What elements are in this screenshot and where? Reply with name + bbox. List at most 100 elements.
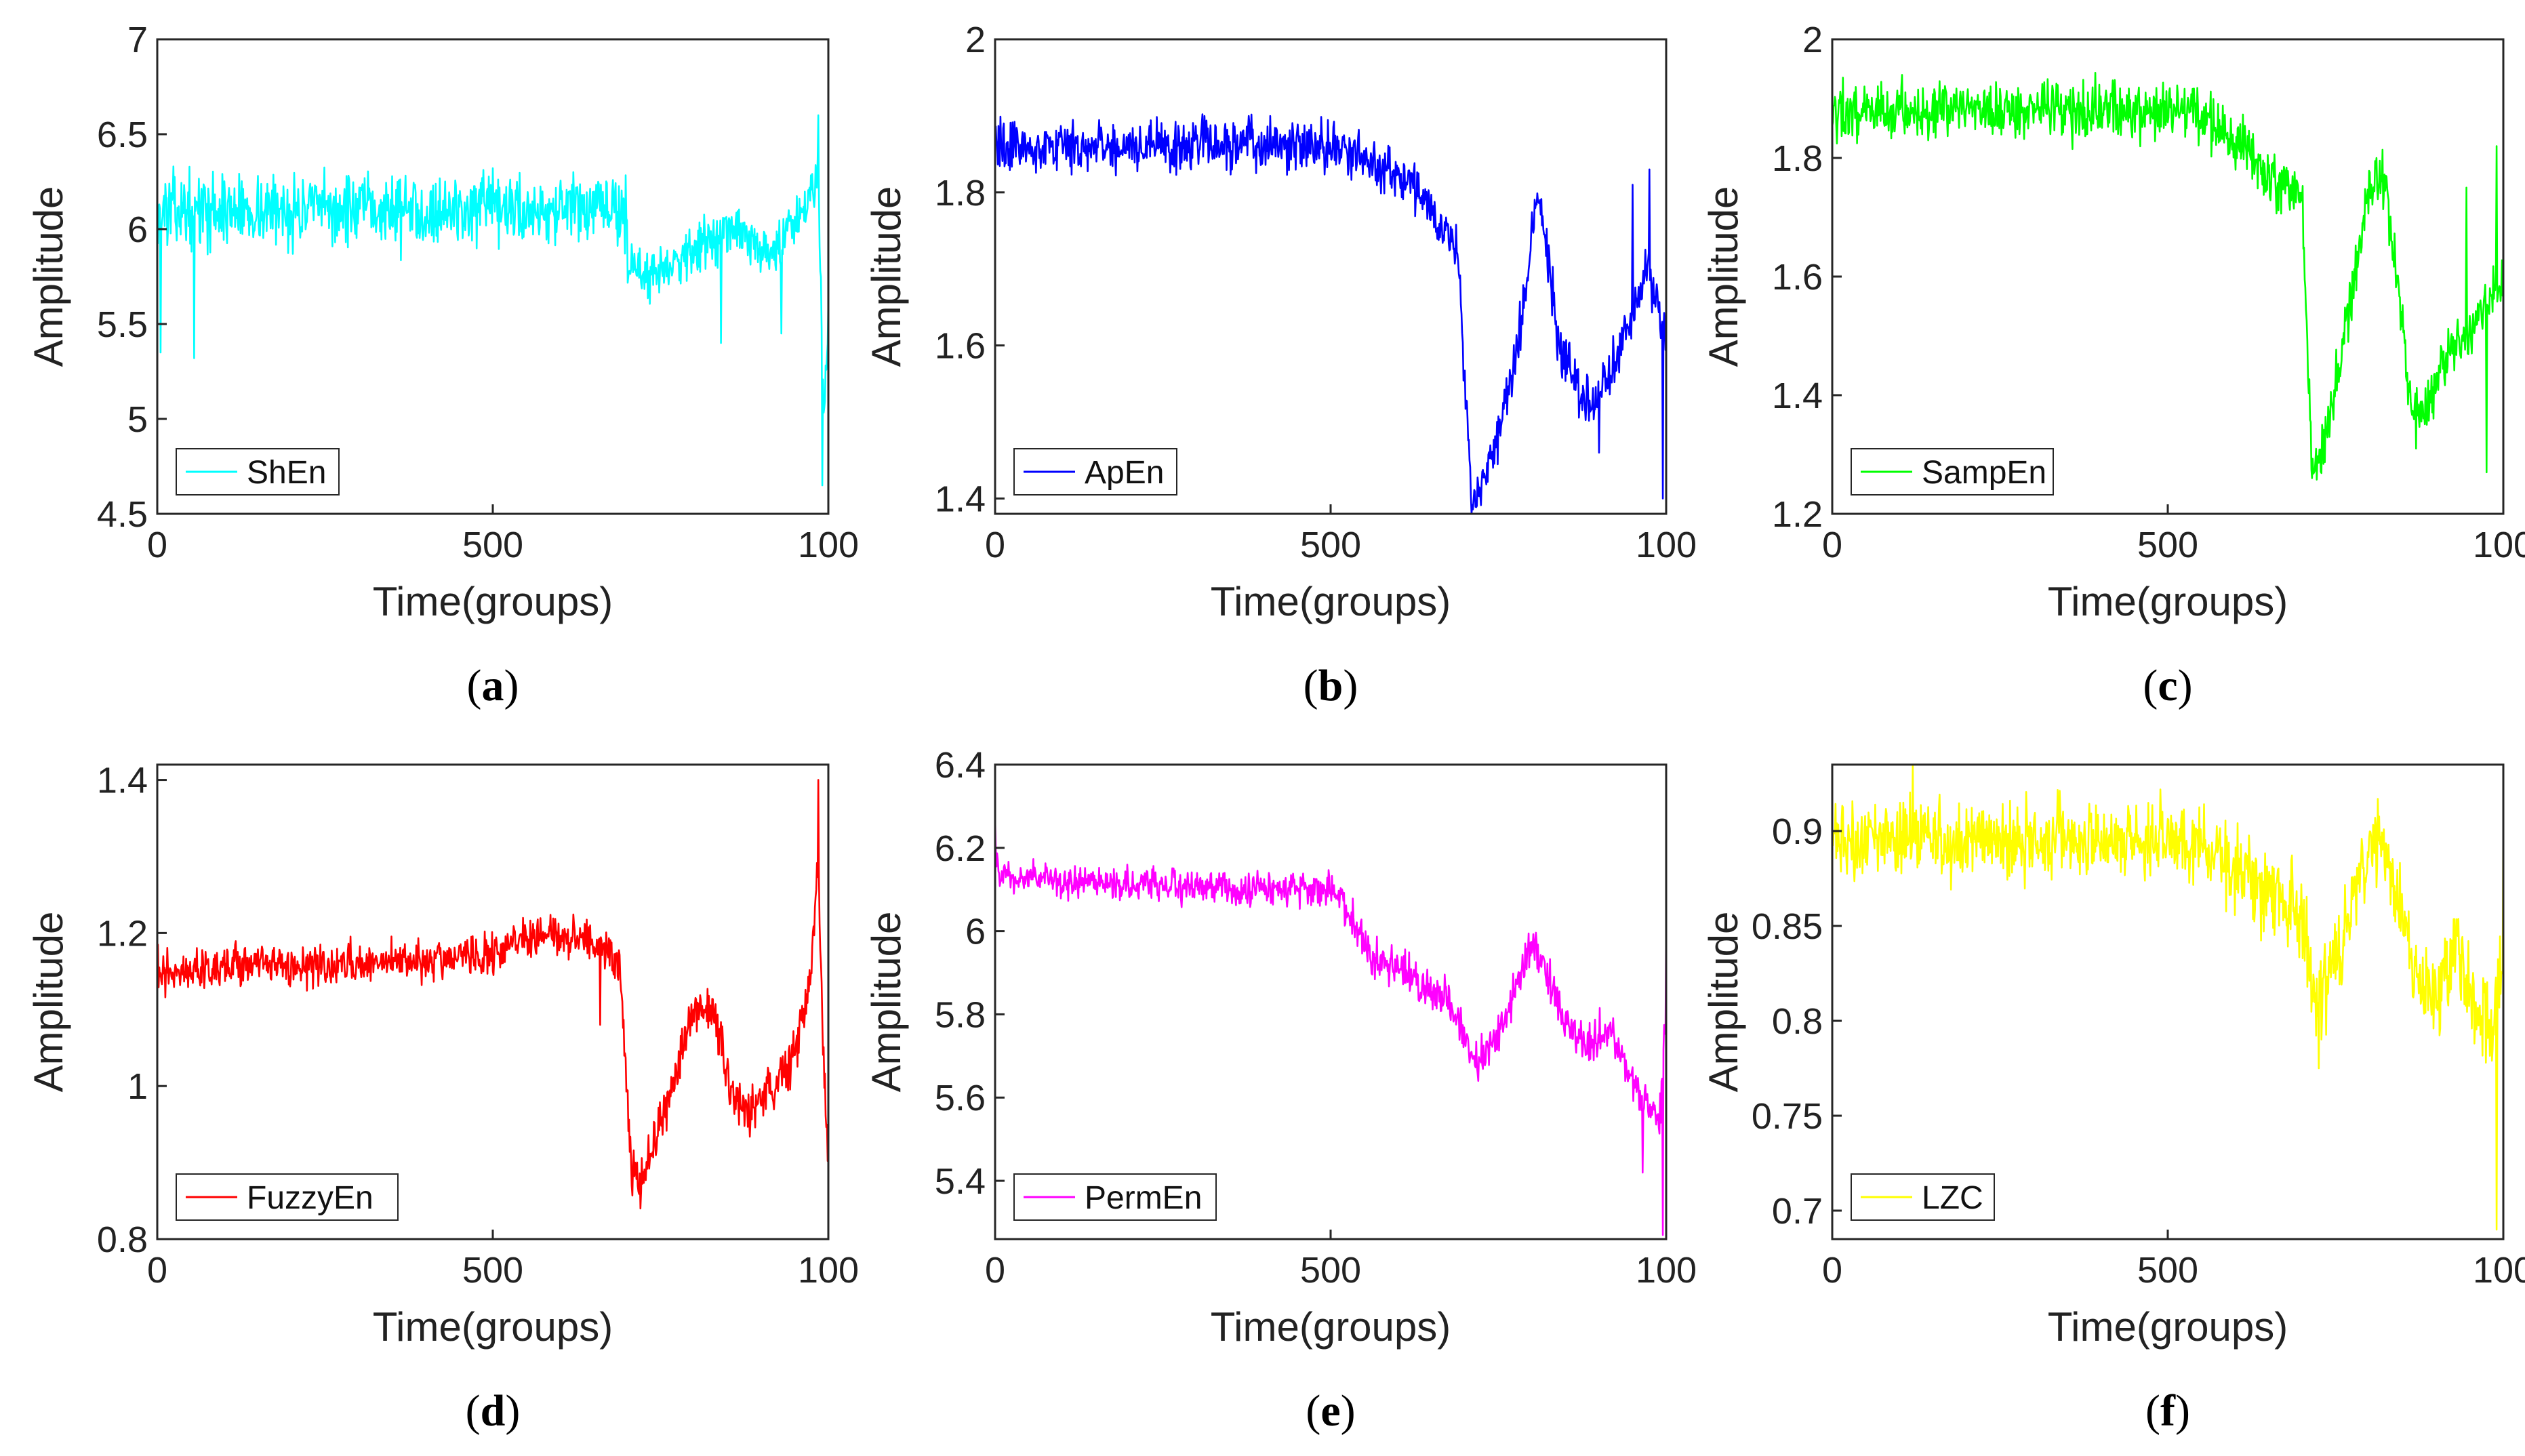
- x-axis-title: Time(groups): [2048, 1304, 2288, 1350]
- y-tick-label: 6.4: [935, 745, 986, 786]
- panel-caption: (c): [2143, 661, 2192, 710]
- panel-caption: (f): [2145, 1386, 2190, 1436]
- y-tick-label: 5.6: [935, 1078, 986, 1118]
- x-tick-label: 0: [147, 525, 167, 565]
- y-tick-label: 0.7: [1772, 1191, 1823, 1232]
- y-tick-label: 6.5: [97, 115, 148, 155]
- y-axis-title: Amplitude: [864, 912, 909, 1093]
- legend: FuzzyEn: [176, 1173, 399, 1221]
- chart-panel-f: 0 500 100 0.7 0.75 0.8 0.85 0.9 Time(groups) Ampl…: [1701, 763, 2525, 1436]
- y-tick-label: 6: [127, 209, 148, 250]
- chart-panel-b: 0 500 100 1.4 1.6 1.8 2 Time(groups) Amplitude Ap…: [864, 20, 1697, 710]
- plot-area: [156, 763, 830, 1240]
- x-tick-label: 500: [462, 525, 523, 565]
- x-tick-label: 500: [2137, 1250, 2198, 1291]
- y-tick-label: 7: [127, 20, 148, 60]
- x-tick-label: 0: [147, 1250, 167, 1291]
- series-line-PermEn: [994, 818, 1668, 1236]
- y-tick-label: 1: [127, 1066, 148, 1107]
- x-axis-title: Time(groups): [1211, 579, 1451, 624]
- panel-label: a: [482, 661, 504, 710]
- series-line-ShEn: [156, 114, 830, 487]
- legend: SampEn: [1851, 448, 2054, 496]
- series-line-SampEn: [1831, 72, 2505, 481]
- x-axis-title: Time(groups): [373, 1304, 613, 1350]
- plot-area: [156, 38, 830, 515]
- y-tick-label: 0.9: [1772, 811, 1823, 852]
- legend-label: FuzzyEn: [247, 1180, 373, 1216]
- y-tick-label: 6: [965, 912, 986, 952]
- y-tick-label: 0.85: [1752, 906, 1823, 947]
- chart-panel-e: 0 500 100 5.4 5.6 5.8 6 6.2 6.4 Time(groups) Ampli…: [864, 745, 1697, 1436]
- x-axis-title: Time(groups): [373, 579, 613, 624]
- y-tick-label: 1.4: [1772, 376, 1823, 416]
- chart-panel-a: 0 500 100 4.5 5 5.5 6 6.5 7 Time(groups) Amplitude…: [26, 20, 859, 710]
- legend-label: ShEn: [247, 455, 326, 491]
- panel-label: b: [1318, 661, 1344, 710]
- legend: ShEn: [176, 448, 340, 496]
- x-tick-label: 0: [985, 525, 1005, 565]
- y-tick-label: 2: [1802, 20, 1823, 60]
- x-tick-label: 500: [1300, 1250, 1361, 1291]
- y-tick-label: 0.8: [97, 1219, 148, 1260]
- x-axis-title: Time(groups): [1211, 1304, 1451, 1350]
- series-line-LZC: [1831, 763, 2505, 1231]
- legend: LZC: [1851, 1173, 1995, 1221]
- legend: ApEn: [1013, 448, 1177, 496]
- x-tick-label: 500: [1300, 525, 1361, 565]
- panel-caption: (a): [467, 661, 519, 710]
- y-axis-title: Amplitude: [26, 912, 71, 1093]
- y-tick-label: 1.2: [1772, 494, 1823, 535]
- y-axis-title: Amplitude: [864, 186, 909, 367]
- x-tick-label: 100: [1636, 525, 1697, 565]
- y-tick-label: 0.75: [1752, 1096, 1823, 1137]
- y-axis-title: Amplitude: [1701, 912, 1746, 1093]
- y-tick-label: 5.5: [97, 304, 148, 345]
- legend-label: ApEn: [1085, 455, 1164, 491]
- x-tick-label: 0: [1822, 1250, 1842, 1291]
- legend-label: LZC: [1922, 1180, 1983, 1216]
- x-tick-label: 100: [798, 525, 859, 565]
- panel-caption: (d): [466, 1386, 521, 1436]
- chart-panel-d: 0 500 100 0.8 1 1.2 1.4 Time(groups) Amplitude Fu…: [26, 761, 859, 1436]
- plot-area: [994, 763, 1668, 1240]
- y-tick-label: 5.4: [935, 1161, 986, 1202]
- y-tick-label: 2: [965, 20, 986, 60]
- x-tick-label: 100: [1636, 1250, 1697, 1291]
- x-tick-label: 100: [798, 1250, 859, 1291]
- series-line-FuzzyEn: [156, 779, 830, 1210]
- x-axis-title: Time(groups): [2048, 579, 2288, 624]
- y-tick-label: 1.2: [97, 913, 148, 954]
- x-tick-label: 500: [462, 1250, 523, 1291]
- y-tick-label: 1.4: [97, 761, 148, 801]
- panel-label: d: [481, 1386, 506, 1436]
- y-tick-label: 1.8: [935, 173, 986, 214]
- y-tick-label: 4.5: [97, 494, 148, 535]
- y-tick-label: 1.6: [935, 326, 986, 367]
- y-tick-label: 0.8: [1772, 1001, 1823, 1042]
- panel-label: e: [1320, 1386, 1340, 1436]
- y-tick-label: 1.8: [1772, 138, 1823, 179]
- plot-area: [994, 38, 1668, 515]
- legend-label: SampEn: [1922, 455, 2046, 491]
- panel-label: c: [2158, 661, 2177, 710]
- x-tick-label: 100: [2473, 525, 2525, 565]
- y-tick-label: 5.8: [935, 994, 986, 1035]
- legend: PermEn: [1013, 1173, 1217, 1221]
- y-axis-title: Amplitude: [1701, 186, 1746, 367]
- y-tick-label: 1.6: [1772, 257, 1823, 298]
- series-line-ApEn: [994, 113, 1668, 515]
- x-tick-label: 0: [985, 1250, 1005, 1291]
- y-tick-label: 1.4: [935, 479, 986, 519]
- panel-label: f: [2160, 1386, 2176, 1436]
- chart-panel-c: 0 500 100 1.2 1.4 1.6 1.8 2 Time(groups) Amplitud…: [1701, 20, 2525, 710]
- x-tick-label: 0: [1822, 525, 1842, 565]
- y-axis-title: Amplitude: [26, 186, 71, 367]
- legend-label: PermEn: [1085, 1180, 1202, 1216]
- panel-caption: (b): [1304, 661, 1358, 710]
- y-tick-label: 6.2: [935, 828, 986, 869]
- panel-caption: (e): [1306, 1386, 1355, 1436]
- x-tick-label: 500: [2137, 525, 2198, 565]
- x-tick-label: 100: [2473, 1250, 2525, 1291]
